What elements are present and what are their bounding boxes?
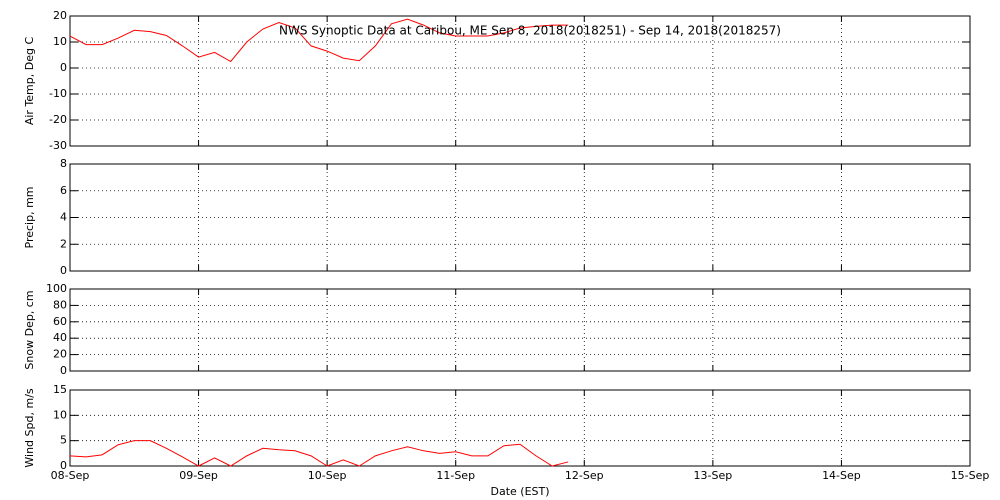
y-tick-label: 2: [60, 237, 67, 250]
x-tick-label: 14-Sep: [822, 469, 861, 482]
x-tick-label: 12-Sep: [565, 469, 604, 482]
y-tick-label: 80: [53, 298, 67, 311]
y-tick-label: 5: [60, 434, 67, 447]
y-tick-label: -20: [49, 113, 67, 126]
x-tick-label: 08-Sep: [51, 469, 90, 482]
x-tick-label: 11-Sep: [436, 469, 475, 482]
y-tick-label: 0: [60, 364, 67, 377]
data-line: [69, 18, 569, 63]
plot-frame: [69, 389, 971, 467]
x-tick-label: 10-Sep: [308, 469, 347, 482]
y-axis-label: Air Temp, Deg C: [23, 37, 36, 126]
y-tick-label: -30: [49, 139, 67, 152]
y-tick-label: 8: [60, 157, 67, 170]
y-tick-label: 20: [53, 9, 67, 22]
y-axis-label: Wind Spd, m/s: [23, 388, 36, 468]
chart-title: NWS Synoptic Data at Caribou, ME Sep 8, …: [279, 24, 781, 38]
y-tick-label: 100: [46, 282, 67, 295]
x-tick-label: 13-Sep: [694, 469, 733, 482]
plot-frame: [69, 288, 971, 372]
y-tick-label: 0: [60, 264, 67, 277]
y-tick-label: 60: [53, 315, 67, 328]
y-tick-label: 0: [60, 61, 67, 74]
y-axis-label: Precip, mm: [23, 187, 36, 249]
x-axis-label: Date (EST): [490, 485, 549, 498]
data-line: [69, 440, 569, 467]
y-tick-label: 6: [60, 184, 67, 197]
x-tick-label: 15-Sep: [951, 469, 990, 482]
y-tick-label: 10: [53, 408, 67, 421]
y-tick-label: 20: [53, 348, 67, 361]
y-tick-label: 0: [60, 459, 67, 472]
y-tick-label: 40: [53, 331, 67, 344]
y-tick-label: -10: [49, 87, 67, 100]
y-tick-label: 4: [60, 211, 67, 224]
x-tick-label: 09-Sep: [179, 469, 218, 482]
y-tick-label: 15: [53, 383, 67, 396]
y-tick-label: 10: [53, 35, 67, 48]
y-axis-label: Snow Dep, cm: [23, 290, 36, 369]
plot-frame: [69, 15, 971, 147]
